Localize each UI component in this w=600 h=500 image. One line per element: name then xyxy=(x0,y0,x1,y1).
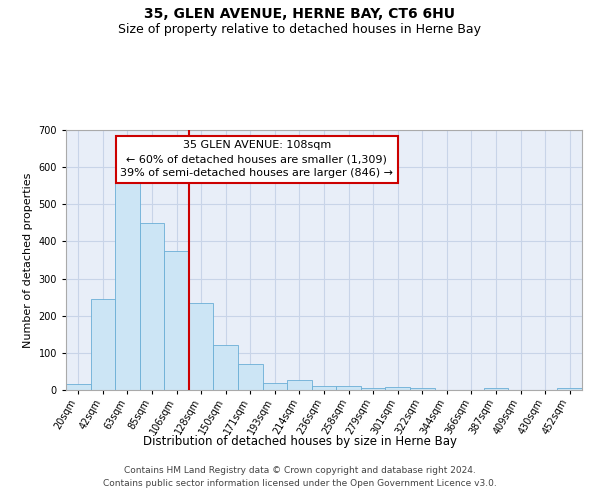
Bar xyxy=(140,223,164,390)
Text: Distribution of detached houses by size in Herne Bay: Distribution of detached houses by size … xyxy=(143,435,457,448)
Bar xyxy=(287,380,312,390)
Bar xyxy=(115,172,140,390)
Bar xyxy=(484,388,508,390)
Text: 35 GLEN AVENUE: 108sqm
← 60% of detached houses are smaller (1,309)
39% of semi-: 35 GLEN AVENUE: 108sqm ← 60% of detached… xyxy=(121,140,394,178)
Bar xyxy=(66,384,91,390)
Text: 35, GLEN AVENUE, HERNE BAY, CT6 6HU: 35, GLEN AVENUE, HERNE BAY, CT6 6HU xyxy=(145,8,455,22)
Text: Contains HM Land Registry data © Crown copyright and database right 2024.
Contai: Contains HM Land Registry data © Crown c… xyxy=(103,466,497,487)
Bar xyxy=(91,299,115,390)
Bar xyxy=(214,346,238,390)
Bar xyxy=(410,388,434,390)
Bar xyxy=(189,302,214,390)
Bar xyxy=(336,386,361,390)
Bar xyxy=(385,387,410,390)
Text: Size of property relative to detached houses in Herne Bay: Size of property relative to detached ho… xyxy=(119,22,482,36)
Bar xyxy=(164,250,189,390)
Y-axis label: Number of detached properties: Number of detached properties xyxy=(23,172,33,348)
Bar xyxy=(361,388,385,390)
Bar xyxy=(557,388,582,390)
Bar xyxy=(263,384,287,390)
Bar xyxy=(312,386,336,390)
Bar xyxy=(238,364,263,390)
